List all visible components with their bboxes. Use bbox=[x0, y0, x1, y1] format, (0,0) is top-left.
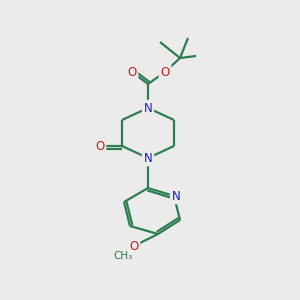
Text: N: N bbox=[172, 190, 180, 202]
Text: O: O bbox=[128, 65, 136, 79]
Text: CH₃: CH₃ bbox=[113, 251, 133, 261]
Text: O: O bbox=[160, 65, 169, 79]
Text: N: N bbox=[144, 152, 152, 164]
Text: O: O bbox=[129, 239, 139, 253]
Text: O: O bbox=[95, 140, 105, 152]
Text: N: N bbox=[144, 101, 152, 115]
